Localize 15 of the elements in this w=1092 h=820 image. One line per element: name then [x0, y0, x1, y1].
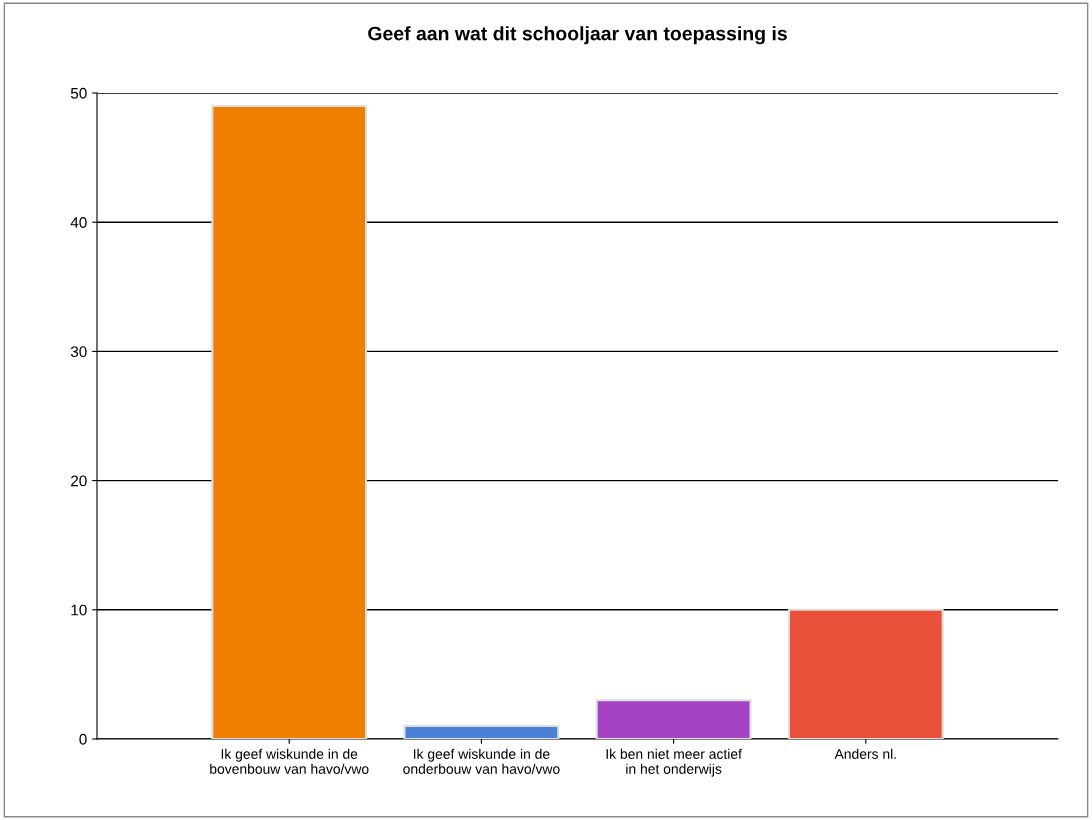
y-tick-label: 40 [70, 217, 87, 228]
bar [211, 104, 368, 739]
x-tick-label: Ik ben niet meer actief in het onderwijs [606, 748, 742, 777]
x-tick-label: Anders nl. [834, 748, 896, 759]
y-tick-label: 0 [79, 733, 87, 745]
y-tick-label: 30 [70, 346, 87, 358]
x-tick-label: Ik geef wiskunde in de bovenbouw van havo/vwo [210, 748, 369, 774]
bar [403, 725, 560, 739]
bar [787, 608, 944, 739]
y-tick-label: 10 [71, 604, 87, 616]
bar [595, 699, 752, 739]
y-tick-label: 50 [70, 87, 87, 99]
chart-title: Geef aan wat dit schooljaar van toepassing is [368, 26, 787, 45]
y-tick-label: 20 [71, 475, 87, 487]
x-tick-label: Ik geef wiskunde in de onderbouw van havo/vwo [403, 748, 560, 774]
